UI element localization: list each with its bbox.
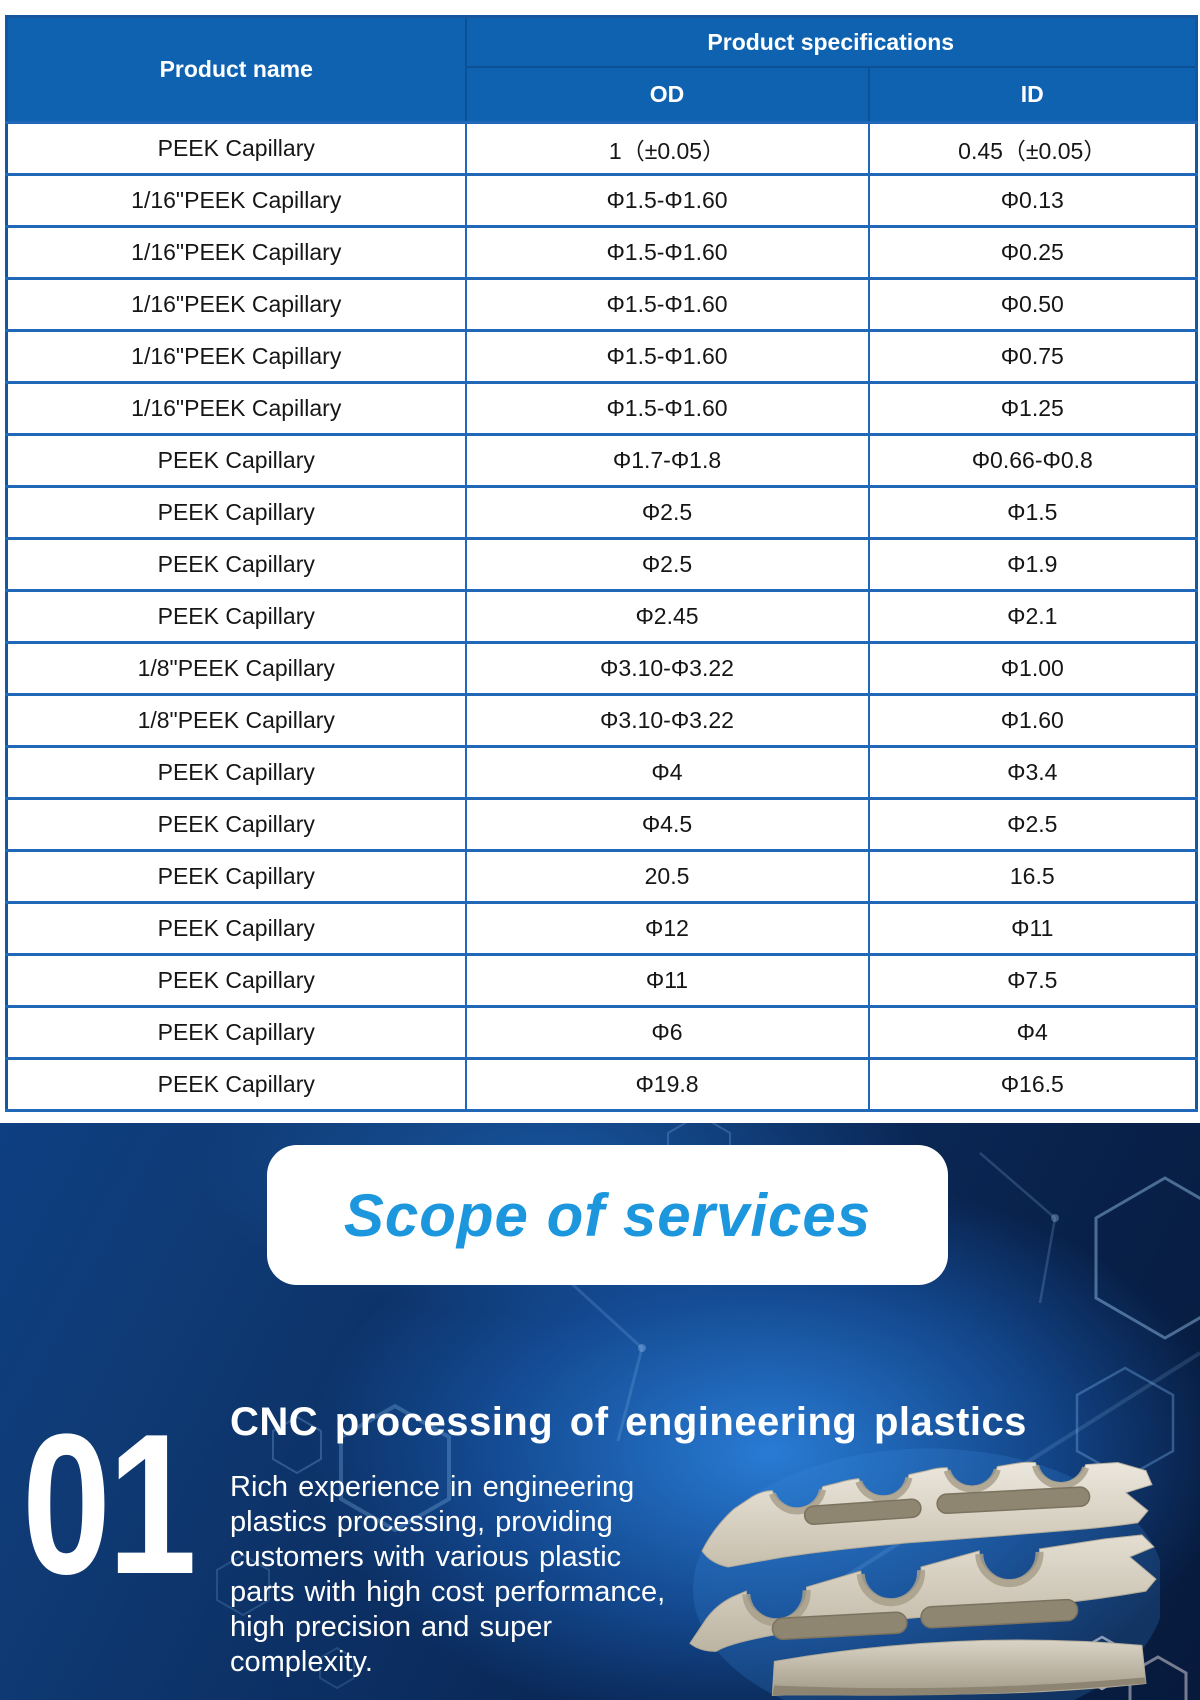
cell-od: Φ4.5 [464,797,870,852]
cell-id: Φ0.66-Φ0.8 [867,433,1198,488]
cell-od: Φ11 [464,953,870,1008]
cell-product-name: PEEK Capillary [5,1057,467,1112]
cell-id: Φ1.5 [867,485,1198,540]
table-row: PEEK Capillary Φ4.5 Φ2.5 [5,797,1198,852]
cell-od: Φ4 [464,745,870,800]
cell-product-name: PEEK Capillary [5,953,467,1008]
table-row: 1/8"PEEK Capillary Φ3.10-Φ3.22 Φ1.00 [5,641,1198,696]
col-header-product-name: Product name [5,15,467,124]
cell-id: 0.45（±0.05） [867,121,1198,176]
cell-id: Φ1.00 [867,641,1198,696]
cell-id: Φ1.9 [867,537,1198,592]
cell-id: Φ11 [867,901,1198,956]
cell-product-name: 1/16"PEEK Capillary [5,225,467,280]
cell-id: Φ7.5 [867,953,1198,1008]
table-row: 1/16"PEEK Capillary Φ1.5-Φ1.60 Φ0.13 [5,173,1198,228]
cell-product-name: PEEK Capillary [5,537,467,592]
table-row: 1/16"PEEK Capillary Φ1.5-Φ1.60 Φ1.25 [5,381,1198,436]
cell-id: 16.5 [867,849,1198,904]
cell-product-name: PEEK Capillary [5,745,467,800]
cell-od: Φ3.10-Φ3.22 [464,641,870,696]
cell-id: Φ1.25 [867,381,1198,436]
table-row: PEEK Capillary Φ11 Φ7.5 [5,953,1198,1008]
cell-od: Φ12 [464,901,870,956]
cell-product-name: 1/8"PEEK Capillary [5,693,467,748]
table-row: 1/16"PEEK Capillary Φ1.5-Φ1.60 Φ0.50 [5,277,1198,332]
col-header-od: OD [464,66,870,124]
cell-product-name: 1/8"PEEK Capillary [5,641,467,696]
table-row: 1/16"PEEK Capillary Φ1.5-Φ1.60 Φ0.25 [5,225,1198,280]
table-row: PEEK Capillary 20.5 16.5 [5,849,1198,904]
cell-od: Φ1.7-Φ1.8 [464,433,870,488]
cell-product-name: 1/16"PEEK Capillary [5,277,467,332]
cell-product-name: PEEK Capillary [5,485,467,540]
cell-id: Φ3.4 [867,745,1198,800]
cell-product-name: PEEK Capillary [5,589,467,644]
cell-od: Φ1.5-Φ1.60 [464,329,870,384]
table-row: PEEK Capillary Φ4 Φ3.4 [5,745,1198,800]
cell-od: Φ2.5 [464,537,870,592]
scope-of-services-title: Scope of services [343,1181,872,1249]
cell-product-name: PEEK Capillary [5,121,467,176]
peek-part-photo [689,1448,1160,1700]
cell-od: Φ1.5-Φ1.60 [464,173,870,228]
table-row: PEEK Capillary Φ2.45 Φ2.1 [5,589,1198,644]
cell-id: Φ0.75 [867,329,1198,384]
service-item-number: 01 [22,1393,197,1616]
cell-id: Φ4 [867,1005,1198,1060]
cell-od: Φ3.10-Φ3.22 [464,693,870,748]
service-item-description: Rich experience in engineering plastics … [230,1471,666,1678]
table-row: PEEK Capillary Φ1.7-Φ1.8 Φ0.66-Φ0.8 [5,433,1198,488]
table-row: PEEK Capillary Φ2.5 Φ1.9 [5,537,1198,592]
cell-od: Φ2.5 [464,485,870,540]
cell-id: Φ0.25 [867,225,1198,280]
cell-id: Φ2.1 [867,589,1198,644]
table-row: 1/8"PEEK Capillary Φ3.10-Φ3.22 Φ1.60 [5,693,1198,748]
cell-od: Φ19.8 [464,1057,870,1112]
cell-product-name: 1/16"PEEK Capillary [5,381,467,436]
table-row: PEEK Capillary Φ2.5 Φ1.5 [5,485,1198,540]
table-row: 1/16"PEEK Capillary Φ1.5-Φ1.60 Φ0.75 [5,329,1198,384]
cell-id: Φ0.13 [867,173,1198,228]
cell-product-name: PEEK Capillary [5,797,467,852]
service-item-title: CNC processing of engineering plastics [230,1400,1027,1444]
cell-od: Φ1.5-Φ1.60 [464,225,870,280]
cell-product-name: 1/16"PEEK Capillary [5,329,467,384]
cell-product-name: PEEK Capillary [5,901,467,956]
cell-od: 1（±0.05） [464,121,870,176]
cell-od: 20.5 [464,849,870,904]
scope-of-services-section: Scope of services 01 CNC processing of e… [0,1123,1200,1700]
scope-of-services-banner: Scope of services [267,1145,948,1285]
cell-product-name: PEEK Capillary [5,1005,467,1060]
table-row: PEEK Capillary Φ6 Φ4 [5,1005,1198,1060]
cell-id: Φ1.60 [867,693,1198,748]
cell-product-name: PEEK Capillary [5,433,467,488]
col-header-id: ID [867,66,1198,124]
cell-od: Φ1.5-Φ1.60 [464,381,870,436]
cell-id: Φ0.50 [867,277,1198,332]
table-row: PEEK Capillary Φ12 Φ11 [5,901,1198,956]
cell-od: Φ1.5-Φ1.60 [464,277,870,332]
table-row: PEEK Capillary Φ19.8 Φ16.5 [5,1057,1198,1112]
cell-od: Φ2.45 [464,589,870,644]
product-spec-table: Product name Product specifications OD I… [5,15,1199,1112]
col-header-product-specifications: Product specifications [464,15,1198,68]
cell-product-name: PEEK Capillary [5,849,467,904]
table-row: PEEK Capillary 1（±0.05） 0.45（±0.05） [5,121,1198,176]
cell-product-name: 1/16"PEEK Capillary [5,173,467,228]
cell-id: Φ2.5 [867,797,1198,852]
cell-od: Φ6 [464,1005,870,1060]
cell-id: Φ16.5 [867,1057,1198,1112]
